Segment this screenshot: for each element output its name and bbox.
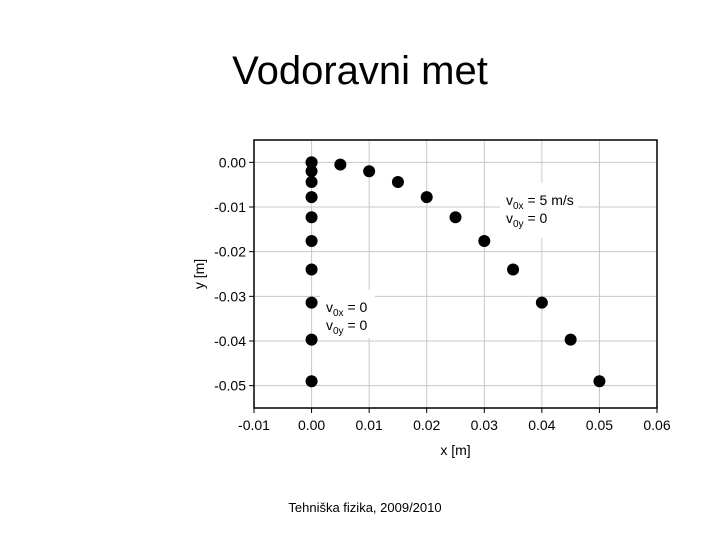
data-point bbox=[535, 296, 548, 309]
data-point bbox=[305, 333, 318, 346]
data-point bbox=[334, 158, 347, 171]
y-tick-label: -0.04 bbox=[214, 333, 246, 349]
data-point bbox=[507, 263, 520, 276]
slide-footer: Tehniška fizika, 2009/2010 bbox=[288, 500, 441, 515]
annotation-text: v0y = 0 bbox=[506, 210, 548, 230]
annotation-rest: = 5 m/s bbox=[524, 192, 574, 208]
data-point bbox=[363, 165, 376, 178]
annotation-box bbox=[500, 183, 578, 238]
data-point bbox=[305, 234, 318, 247]
data-point bbox=[305, 263, 318, 276]
data-point bbox=[305, 375, 318, 388]
annotation-symbol: v bbox=[506, 192, 513, 208]
slide-title: Vodoravni met bbox=[232, 49, 488, 93]
y-tick-label: -0.05 bbox=[214, 378, 246, 394]
data-point bbox=[420, 191, 433, 204]
data-point bbox=[305, 156, 318, 169]
plot-area bbox=[254, 140, 657, 408]
data-point bbox=[305, 296, 318, 309]
y-tick-label: -0.01 bbox=[214, 199, 246, 215]
y-tick-label: 0.00 bbox=[219, 154, 246, 170]
data-point bbox=[593, 375, 606, 388]
y-axis-label: y [m] bbox=[191, 259, 207, 289]
x-tick-label: 0.03 bbox=[471, 417, 498, 433]
annotation-symbol: v bbox=[506, 210, 513, 226]
annotation-rest: = 0 bbox=[344, 317, 368, 333]
annotation-subscript: 0y bbox=[333, 326, 344, 337]
annotation-subscript: 0x bbox=[513, 201, 524, 212]
x-axis-label: x [m] bbox=[440, 442, 470, 458]
data-point bbox=[305, 191, 318, 204]
x-tick-label: 0.04 bbox=[528, 417, 555, 433]
y-tick-label: -0.03 bbox=[214, 288, 246, 304]
x-tick-label: 0.06 bbox=[643, 417, 670, 433]
data-point bbox=[564, 333, 577, 346]
annotation-subscript: 0y bbox=[513, 219, 524, 230]
annotation-subscript: 0x bbox=[333, 308, 344, 319]
chart: -0.01 0.00 0.01 0.02 0.03 0.04 0.05 0.06 0.00 -0.… bbox=[191, 139, 671, 458]
x-tick-label: 0.05 bbox=[586, 417, 613, 433]
data-point bbox=[305, 175, 318, 188]
annotation-symbol: v bbox=[326, 299, 333, 315]
annotation-text: v0x = 0 bbox=[326, 299, 368, 319]
data-point bbox=[449, 211, 462, 224]
data-point bbox=[478, 234, 491, 247]
x-tick-label: 0.00 bbox=[298, 417, 325, 433]
data-point bbox=[305, 165, 318, 178]
x-tick-label: 0.02 bbox=[413, 417, 440, 433]
annotation-box bbox=[320, 290, 375, 338]
plot-frame bbox=[253, 139, 658, 409]
annotation-rest: = 0 bbox=[524, 210, 548, 226]
annotation-text: v0x = 5 m/s bbox=[506, 192, 574, 212]
annotation-symbol: v bbox=[326, 317, 333, 333]
data-point bbox=[305, 211, 318, 224]
x-tick-label: 0.01 bbox=[356, 417, 383, 433]
y-tick-label: -0.02 bbox=[214, 244, 246, 260]
data-point bbox=[391, 175, 404, 188]
annotation-text: v0y = 0 bbox=[326, 317, 368, 337]
x-tick-label: -0.01 bbox=[238, 417, 270, 433]
annotation-rest: = 0 bbox=[344, 299, 368, 315]
